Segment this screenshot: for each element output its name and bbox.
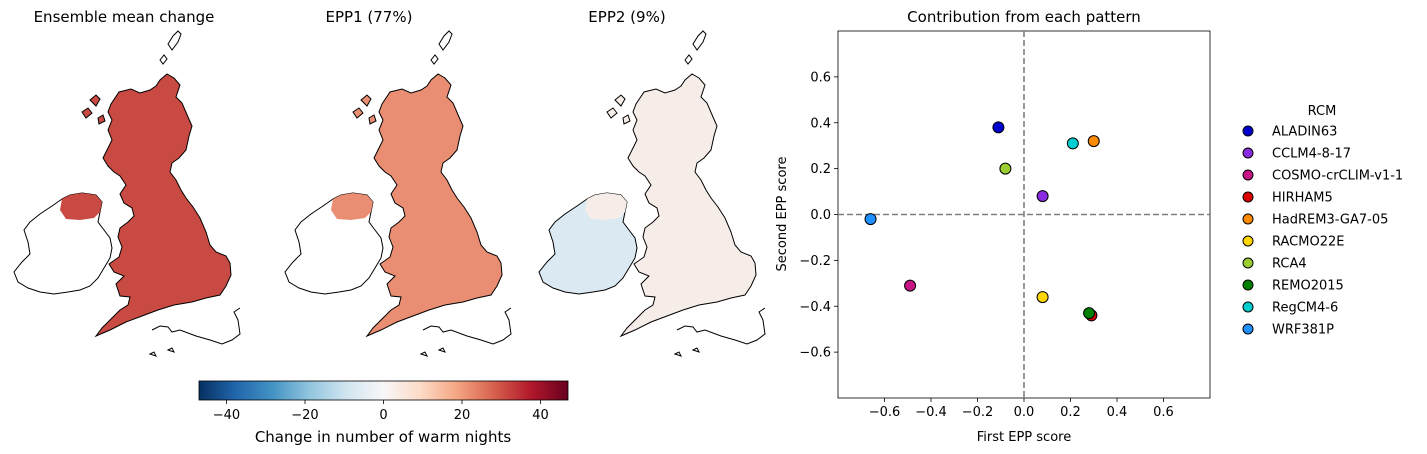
legend-marker [1242, 235, 1254, 247]
legend-label: HadREM3-GA7-05 [1272, 213, 1388, 228]
legend-marker [1242, 147, 1254, 159]
channel-coast-shape [674, 307, 766, 357]
map-title-1: Ensemble mean change [34, 8, 215, 26]
y-tick-label: 0.0 [810, 208, 831, 223]
hebrides-shape [606, 94, 631, 125]
legend-item: COSMO-crCLIM-v1-1 [1242, 169, 1403, 184]
legend-item: REMO2015 [1242, 279, 1344, 294]
colorbar-gradient [198, 380, 569, 401]
y-tick-label: 0.4 [810, 116, 831, 131]
legend-label: HIRHAM5 [1272, 191, 1333, 206]
y-tick-label: 0.6 [810, 70, 831, 85]
legend-label: WRF381P [1272, 323, 1334, 338]
point-racmo22e [1036, 291, 1049, 304]
colorbar-ticks: −40 −20 0 20 40 [213, 400, 549, 423]
legend-marker [1242, 279, 1254, 291]
point-rca4 [999, 162, 1012, 175]
legend-item: CCLM4-8-17 [1242, 147, 1351, 162]
great-britain-shape [366, 73, 503, 337]
legend-items: ALADIN63 CCLM4-8-17 COSMO-crCLIM-v1-1 HIRHA… [1242, 125, 1403, 338]
hebrides-shape [352, 94, 377, 125]
x-axis-ticks: −0.6 −0.4 −0.2 0.0 0.2 0.4 0.6 [869, 398, 1174, 420]
x-axis-label: First EPP score [977, 430, 1071, 445]
reference-lines [838, 31, 1210, 398]
y-tick-label: −0.4 [799, 300, 831, 315]
x-tick-label: −0.4 [915, 405, 947, 420]
x-tick-label: 0.2 [1060, 405, 1081, 420]
orkney-shetland-shape [430, 30, 453, 65]
chart-title: Contribution from each pattern [907, 8, 1141, 26]
y-tick-label: −0.2 [799, 254, 831, 269]
data-points [864, 121, 1100, 322]
channel-coast-shape [149, 307, 241, 357]
point-wrf381p [864, 213, 877, 226]
map-title-3: EPP2 (9%) [588, 8, 665, 26]
legend-marker [1242, 323, 1254, 335]
colorbar-tick-label: 40 [532, 408, 549, 423]
legend: RCM ALADIN63 CCLM4-8-17 COSMO-crCLIM-v1-1 H… [1242, 104, 1403, 338]
legend-label: COSMO-crCLIM-v1-1 [1272, 169, 1403, 184]
legend-label: RCA4 [1272, 257, 1307, 272]
colorbar-label: Change in number of warm nights [255, 428, 512, 446]
northern-ireland-shape [331, 193, 373, 220]
map-title-2: EPP1 (77%) [326, 8, 413, 26]
point-aladin63 [992, 121, 1005, 134]
great-britain-shape [95, 73, 232, 337]
legend-label: RegCM4-6 [1272, 301, 1338, 316]
point-cclm4-8-17 [1036, 190, 1049, 203]
point-regcm4-6 [1066, 137, 1079, 150]
legend-item: HIRHAM5 [1242, 191, 1333, 206]
map-panel-2: EPP1 (77%) [284, 8, 512, 357]
legend-label: REMO2015 [1272, 279, 1344, 294]
legend-label: CCLM4-8-17 [1272, 147, 1351, 162]
legend-item: ALADIN63 [1242, 125, 1337, 140]
legend-item: WRF381P [1242, 323, 1334, 338]
orkney-shetland-shape [684, 30, 707, 65]
legend-item: HadREM3-GA7-05 [1242, 213, 1388, 228]
y-axis-ticks: 0.6 0.4 0.2 0.0 −0.2 −0.4 −0.6 [799, 70, 838, 361]
x-tick-label: 0.4 [1107, 405, 1128, 420]
y-tick-label: −0.6 [799, 346, 831, 361]
legend-marker [1242, 213, 1254, 225]
legend-marker [1242, 125, 1254, 137]
legend-marker [1242, 257, 1254, 269]
northern-ireland-shape [60, 193, 102, 220]
map-panel-1: Ensemble mean change [13, 8, 241, 357]
legend-marker [1242, 301, 1254, 313]
channel-coast-shape [420, 307, 512, 357]
x-tick-label: −0.6 [869, 405, 901, 420]
colorbar-tick-label: −40 [213, 408, 240, 423]
scatter-chart: Contribution from each pattern −0.6 −0.4−… [775, 8, 1211, 445]
point-cosmo-crclim-v1-1 [904, 279, 917, 292]
colorbar: −40 −20 0 20 40 Change in number of warm nig… [198, 380, 569, 446]
great-britain-shape [620, 73, 757, 337]
orkney-shetland-shape [159, 30, 182, 65]
map-panel-3: EPP2 (9%) [538, 8, 766, 357]
legend-item: RACMO22E [1242, 235, 1344, 250]
hebrides-shape [81, 94, 106, 125]
y-tick-label: 0.2 [810, 162, 831, 177]
colorbar-tick-label: 0 [379, 408, 387, 423]
legend-marker [1242, 169, 1254, 181]
x-tick-label: 0.6 [1153, 405, 1174, 420]
legend-title: RCM [1308, 104, 1337, 119]
legend-item: RCA4 [1242, 257, 1307, 272]
legend-marker [1242, 191, 1254, 203]
point-remo2015 [1083, 307, 1096, 320]
northern-ireland-shape [585, 193, 627, 220]
legend-label: ALADIN63 [1272, 125, 1337, 140]
legend-item: RegCM4-6 [1242, 301, 1338, 316]
x-tick-label: −0.2 [962, 405, 994, 420]
y-axis-label: Second EPP score [775, 157, 790, 272]
colorbar-tick-label: −20 [291, 408, 318, 423]
colorbar-tick-label: 20 [454, 408, 471, 423]
point-hadrem3-ga7-05 [1087, 135, 1100, 148]
x-tick-label: 0.0 [1014, 405, 1035, 420]
legend-label: RACMO22E [1272, 235, 1344, 250]
